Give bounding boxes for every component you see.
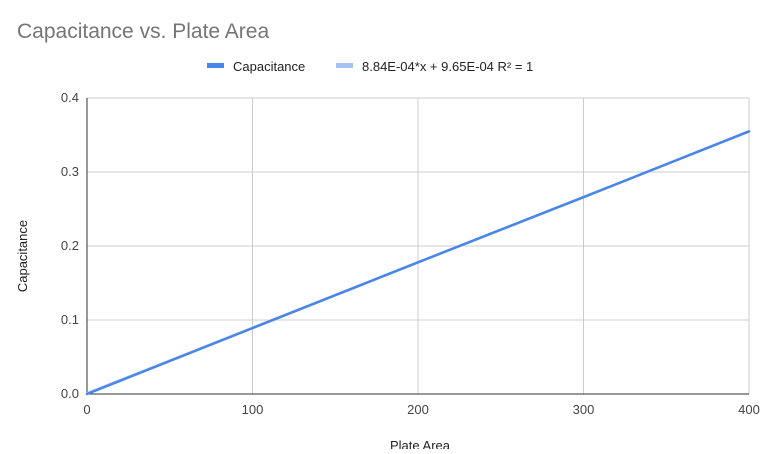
y-tick-label: 0.4	[61, 90, 79, 105]
y-axis-label: Capacitance	[15, 220, 30, 292]
legend: Capacitance 8.84E-04*x + 9.65E-04 R² = 1	[207, 59, 533, 74]
y-tick-label: 0.1	[61, 312, 79, 327]
x-tick-label: 300	[573, 402, 595, 417]
x-tick-label: 100	[242, 402, 264, 417]
gridlines	[87, 97, 750, 394]
y-tick-label: 0.3	[61, 164, 79, 179]
axes	[86, 98, 749, 395]
legend-label-trendline: 8.84E-04*x + 9.65E-04 R² = 1	[362, 59, 533, 74]
legend-swatch-trendline	[336, 63, 353, 68]
legend-swatch-capacitance	[207, 63, 224, 68]
x-tick-label: 0	[83, 402, 90, 417]
legend-label-capacitance: Capacitance	[233, 59, 305, 74]
series-layer	[85, 130, 751, 396]
x-axis-ticks: 0 100 200 300 400	[83, 402, 759, 417]
chart-title: Capacitance vs. Plate Area	[17, 20, 269, 43]
y-tick-label: 0.2	[61, 238, 79, 253]
y-axis-ticks: 0.0 0.1 0.2 0.3 0.4	[61, 90, 79, 401]
x-tick-label: 400	[738, 402, 760, 417]
x-axis-label: Plate Area	[390, 438, 451, 449]
x-tick-label: 200	[407, 402, 429, 417]
series-line-capacitance	[85, 130, 751, 396]
y-tick-label: 0.0	[61, 386, 79, 401]
